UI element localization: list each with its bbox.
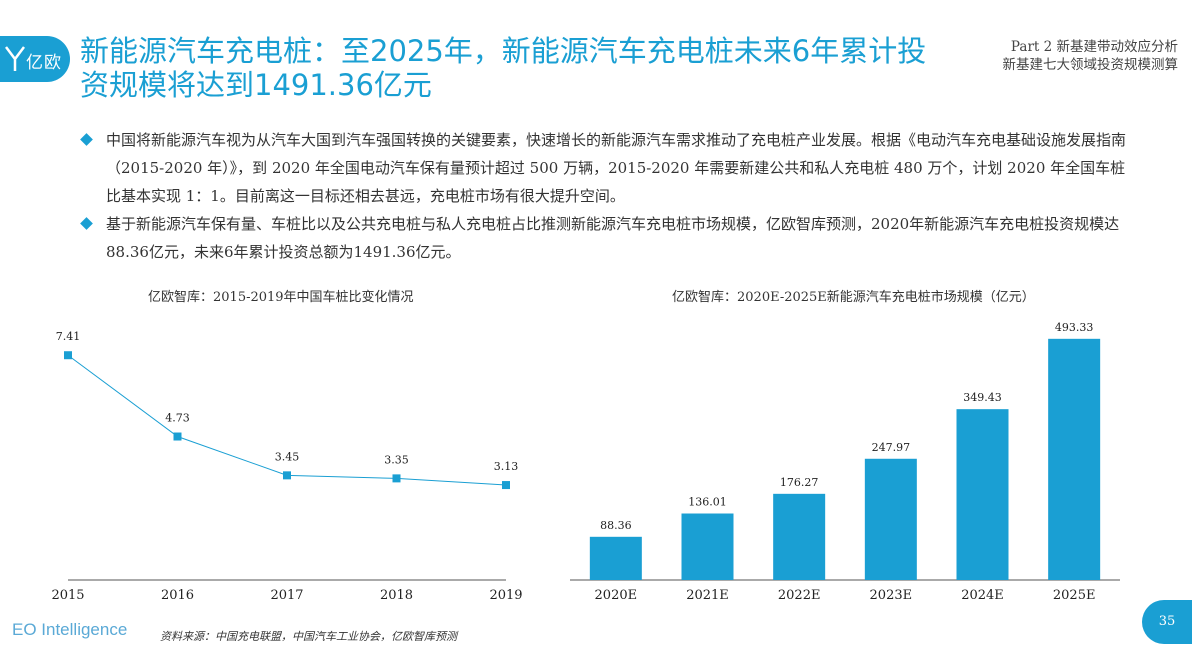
data-point bbox=[283, 471, 291, 480]
data-label: 349.43 bbox=[963, 391, 1002, 404]
bar bbox=[773, 493, 826, 580]
bar bbox=[864, 458, 917, 580]
part-line-2: 新基建七大领域投资规模测算 bbox=[1002, 57, 1179, 73]
bullet-text: 基于新能源汽车保有量、车桩比以及公共充电桩与私人充电桩占比推测新能源汽车充电桩市… bbox=[106, 215, 1120, 261]
bar bbox=[589, 536, 642, 580]
data-label: 3.13 bbox=[494, 460, 519, 473]
bullet-list: 中国将新能源汽车视为从汽车大国到汽车强国转换的关键要素，快速增长的新能源汽车需求… bbox=[80, 126, 1140, 266]
bar bbox=[1048, 338, 1101, 580]
x-tick-label: 2024E bbox=[961, 588, 1004, 603]
diamond-bullet-icon bbox=[80, 217, 93, 230]
data-point bbox=[64, 351, 72, 360]
bullet-text: 中国将新能源汽车视为从汽车大国到汽车强国转换的关键要素，快速增长的新能源汽车需求… bbox=[106, 131, 1127, 205]
section-label: Part 2 新基建带动效应分析 新基建七大领域投资规模测算 bbox=[1003, 38, 1179, 74]
data-label: 493.33 bbox=[1055, 321, 1094, 334]
diamond-bullet-icon bbox=[80, 133, 93, 146]
logo-text: 亿欧 bbox=[26, 53, 62, 73]
bar-chart-title: 亿欧智库：2020E-2025E新能源汽车充电桩市场规模（亿元） bbox=[672, 290, 1035, 305]
data-point bbox=[173, 432, 182, 441]
bullet-item: 基于新能源汽车保有量、车桩比以及公共充电桩与私人充电桩占比推测新能源汽车充电桩市… bbox=[80, 210, 1140, 266]
footer-brand: EO Intelligence bbox=[12, 620, 128, 639]
data-label: 136.01 bbox=[688, 496, 727, 509]
data-label: 7.41 bbox=[56, 330, 81, 343]
x-tick-label: 2016 bbox=[161, 588, 194, 603]
page-title: 新能源汽车充电桩：至2025年，新能源汽车充电桩未来6年累计投资规模将达到149… bbox=[80, 34, 927, 102]
x-tick-label: 2020E bbox=[595, 588, 638, 603]
data-point bbox=[502, 481, 510, 490]
data-label: 4.73 bbox=[165, 412, 190, 425]
data-label: 88.36 bbox=[600, 519, 632, 532]
x-tick-label: 2022E bbox=[778, 588, 821, 603]
line-chart-title: 亿欧智库：2015-2019年中国车桩比变化情况 bbox=[148, 290, 414, 305]
bar bbox=[681, 513, 734, 580]
x-tick-label: 2015 bbox=[51, 588, 84, 603]
x-tick-label: 2025E bbox=[1053, 588, 1096, 603]
data-label: 3.45 bbox=[275, 450, 300, 463]
source-note: 资料来源：中国充电联盟，中国汽车工业协会，亿欧智库预测 bbox=[160, 630, 457, 643]
series-line bbox=[67, 354, 507, 486]
x-tick-label: 2019 bbox=[489, 588, 522, 603]
data-label: 3.35 bbox=[384, 453, 409, 466]
bullet-item: 中国将新能源汽车视为从汽车大国到汽车强国转换的关键要素，快速增长的新能源汽车需求… bbox=[80, 126, 1140, 210]
page-number: 35 bbox=[1142, 600, 1192, 644]
x-tick-label: 2017 bbox=[270, 588, 303, 603]
data-label: 176.27 bbox=[780, 476, 819, 489]
bar-chart: 88.36 2020E 136.01 2021E 176.27 2022E 247.97 20… bbox=[570, 321, 1120, 603]
x-tick-label: 2018 bbox=[380, 588, 413, 603]
part-line-1: Part 2 新基建带动效应分析 bbox=[1010, 39, 1178, 55]
x-tick-label: 2021E bbox=[686, 588, 729, 603]
x-tick-label: 2023E bbox=[870, 588, 913, 603]
line-chart: 7.41 2015 4.73 2016 3.45 2017 3.35 2018 3.13 2019 bbox=[51, 330, 522, 603]
bar bbox=[956, 409, 1009, 580]
data-point bbox=[392, 474, 401, 483]
logo-badge: 亿欧 bbox=[0, 36, 70, 82]
logo-icon bbox=[5, 46, 25, 71]
data-label: 247.97 bbox=[872, 441, 911, 454]
